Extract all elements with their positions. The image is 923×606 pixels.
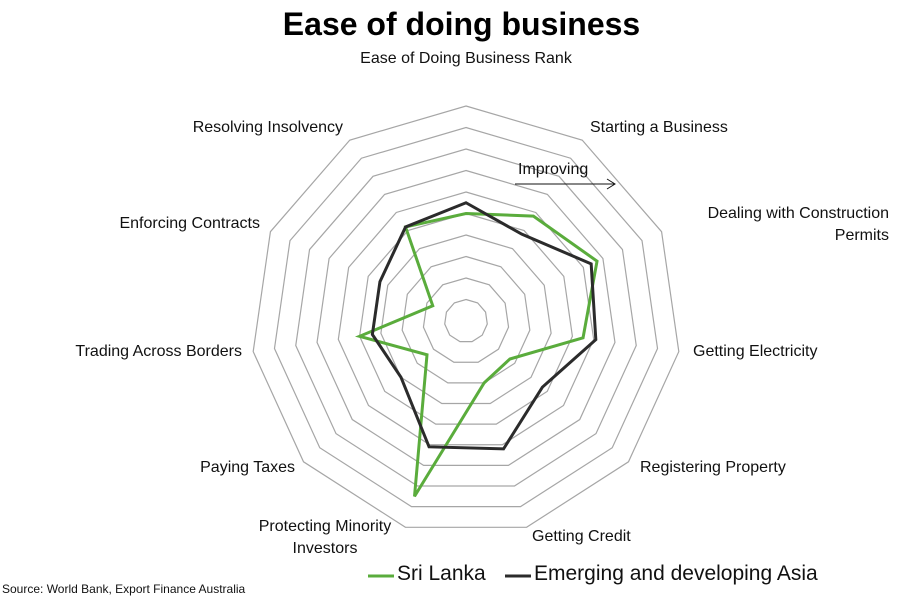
- chart-title: Ease of doing business: [282, 6, 641, 42]
- legend-label: Sri Lanka: [397, 562, 486, 585]
- grid-ring: [295, 148, 637, 487]
- axis-label: Trading Across Borders: [75, 343, 242, 360]
- arrow-head: [606, 178, 616, 190]
- annotation: Improving: [518, 161, 588, 178]
- grid-ring: [316, 169, 616, 467]
- grid-ring: [422, 277, 510, 363]
- axis-label: Dealing with Construction Permits: [707, 205, 889, 244]
- axis-label: Ease of Doing Business Rank: [360, 50, 572, 67]
- axis-label: Protecting Minority Investors: [258, 518, 392, 557]
- source: Source: World Bank, Export Finance Austr…: [2, 582, 246, 596]
- axis-label: Starting a Business: [590, 119, 728, 136]
- axis-label: Getting Electricity: [693, 343, 818, 360]
- legend-label: Emerging and developing Asia: [534, 562, 818, 585]
- grid-ring: [358, 212, 574, 425]
- axis-label: Getting Credit: [532, 528, 631, 545]
- axis-label: Enforcing Contracts: [119, 215, 260, 232]
- series-line: [370, 201, 598, 451]
- grid-ring: [380, 234, 552, 405]
- axis-label: Resolving Insolvency: [192, 119, 343, 136]
- axis-label: Registering Property: [640, 459, 786, 476]
- grid-ring: [401, 255, 531, 384]
- grid-ring: [273, 126, 659, 508]
- grid-ring: [444, 298, 488, 343]
- series-line: [354, 211, 599, 498]
- axis-label: Paying Taxes: [200, 459, 295, 476]
- grid-ring: [252, 105, 680, 528]
